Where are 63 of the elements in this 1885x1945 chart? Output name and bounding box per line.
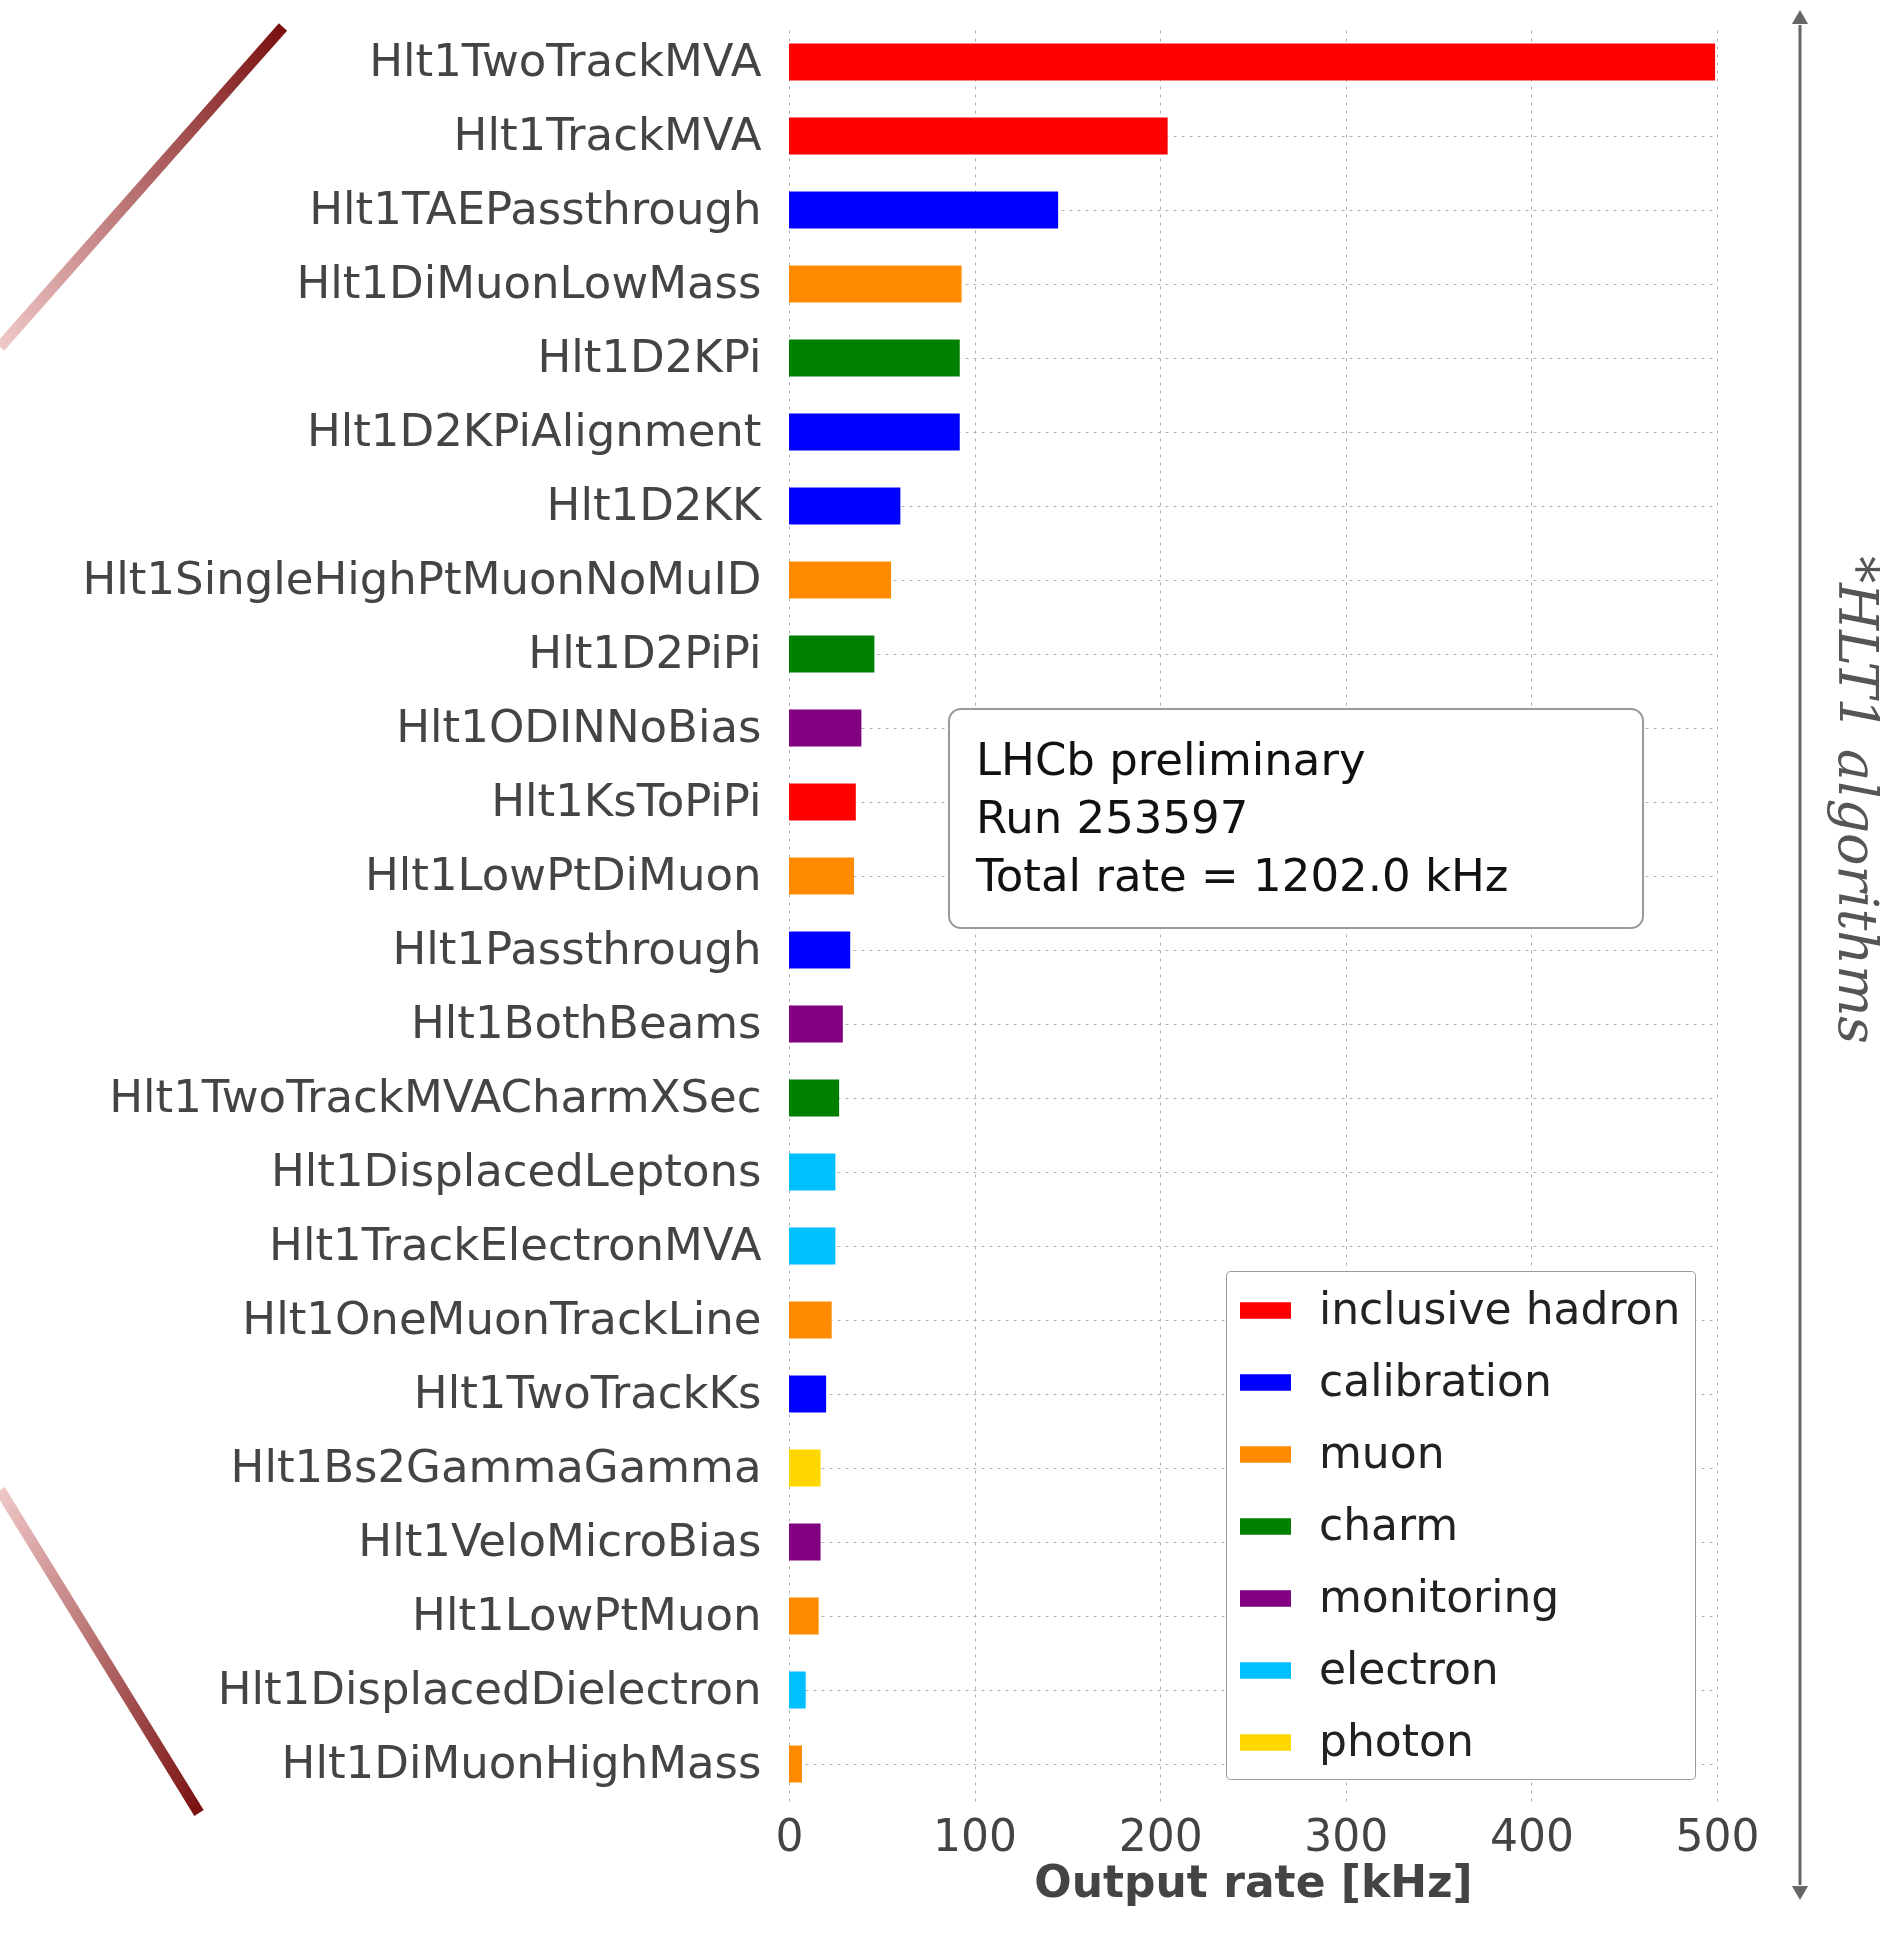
y-tick-label: Hlt1D2KPiAlignment [306, 404, 762, 457]
bar [789, 783, 856, 821]
y-tick-label: Hlt1D2KPi [537, 330, 762, 383]
bar [789, 1079, 840, 1117]
bar [789, 339, 960, 377]
y-tick-label: Hlt1DisplacedLeptons [270, 1144, 762, 1197]
y-tick-label: Hlt1OneMuonTrackLine [242, 1292, 762, 1345]
legend-label: electron [1319, 1642, 1499, 1694]
y-tick-label: Hlt1Bs2GammaGamma [230, 1440, 762, 1493]
bar [789, 1153, 836, 1191]
y-tick-label: Hlt1VeloMicroBias [358, 1514, 762, 1567]
bar [789, 857, 854, 895]
y-tick-label: Hlt1DisplacedDielectron [217, 1662, 762, 1715]
bar [789, 117, 1168, 155]
bar [789, 561, 892, 599]
annotation: Total rate = 1202.0 kHz [975, 849, 1509, 902]
bar [789, 635, 875, 673]
y-tick-label: Hlt1D2KK [546, 478, 763, 531]
annotation: Run 253597 [976, 791, 1249, 844]
y-tick-label: Hlt1SingleHighPtMuonNoMuID [82, 552, 762, 605]
bar [789, 1449, 821, 1487]
y-tick-label: Hlt1BothBeams [410, 996, 762, 1049]
bar [789, 1597, 819, 1635]
legend-label: inclusive hadron [1319, 1282, 1681, 1334]
legend-label: calibration [1319, 1354, 1552, 1406]
legend-label: charm [1319, 1498, 1459, 1550]
bar [789, 43, 1716, 81]
bar [789, 1523, 821, 1561]
y-tick-label: Hlt1TwoTrackMVA [369, 34, 762, 87]
legend-label: monitoring [1319, 1570, 1560, 1622]
bar [789, 709, 862, 747]
y-tick-label: Hlt1DiMuonHighMass [281, 1736, 762, 1789]
bar [789, 487, 901, 525]
x-tick-label: 100 [933, 1809, 1018, 1861]
bar [789, 413, 960, 451]
x-tick-label: 500 [1675, 1809, 1760, 1861]
y-tick-label: Hlt1TwoTrackMVACharmXSec [109, 1070, 762, 1123]
text: *HLT1 algorithms [1826, 555, 1885, 1045]
y-tick-label: Hlt1ODINNoBias [396, 700, 762, 753]
bar [789, 1227, 836, 1265]
bar [789, 1745, 802, 1783]
y-tick-label: Hlt1Passthrough [392, 922, 762, 975]
bar [789, 1671, 806, 1709]
bar [789, 1301, 832, 1339]
y-tick-label: Hlt1DiMuonLowMass [296, 256, 762, 309]
legend-label: photon [1319, 1714, 1474, 1766]
x-tick-label: 0 [775, 1809, 804, 1861]
y-tick-label: Hlt1D2PiPi [528, 626, 762, 679]
bar [789, 191, 1059, 229]
legend-label: muon [1319, 1426, 1445, 1478]
y-tick-label: Hlt1TrackMVA [453, 108, 762, 161]
y-tick-label: Hlt1LowPtDiMuon [364, 848, 762, 901]
bar [789, 265, 962, 303]
bar [789, 931, 851, 969]
y-tick-label: Hlt1KsToPiPi [491, 774, 762, 827]
y-tick-label: Hlt1TrackElectronMVA [269, 1218, 762, 1271]
y-tick-label: Hlt1TwoTrackKs [413, 1366, 762, 1419]
annotation: LHCb preliminary [976, 733, 1366, 786]
y-tick-label: Hlt1TAEPassthrough [309, 182, 762, 235]
bar [789, 1375, 827, 1413]
bar [789, 1005, 843, 1043]
y-tick-label: Hlt1LowPtMuon [412, 1588, 762, 1641]
x-tick-label: 400 [1489, 1809, 1574, 1861]
